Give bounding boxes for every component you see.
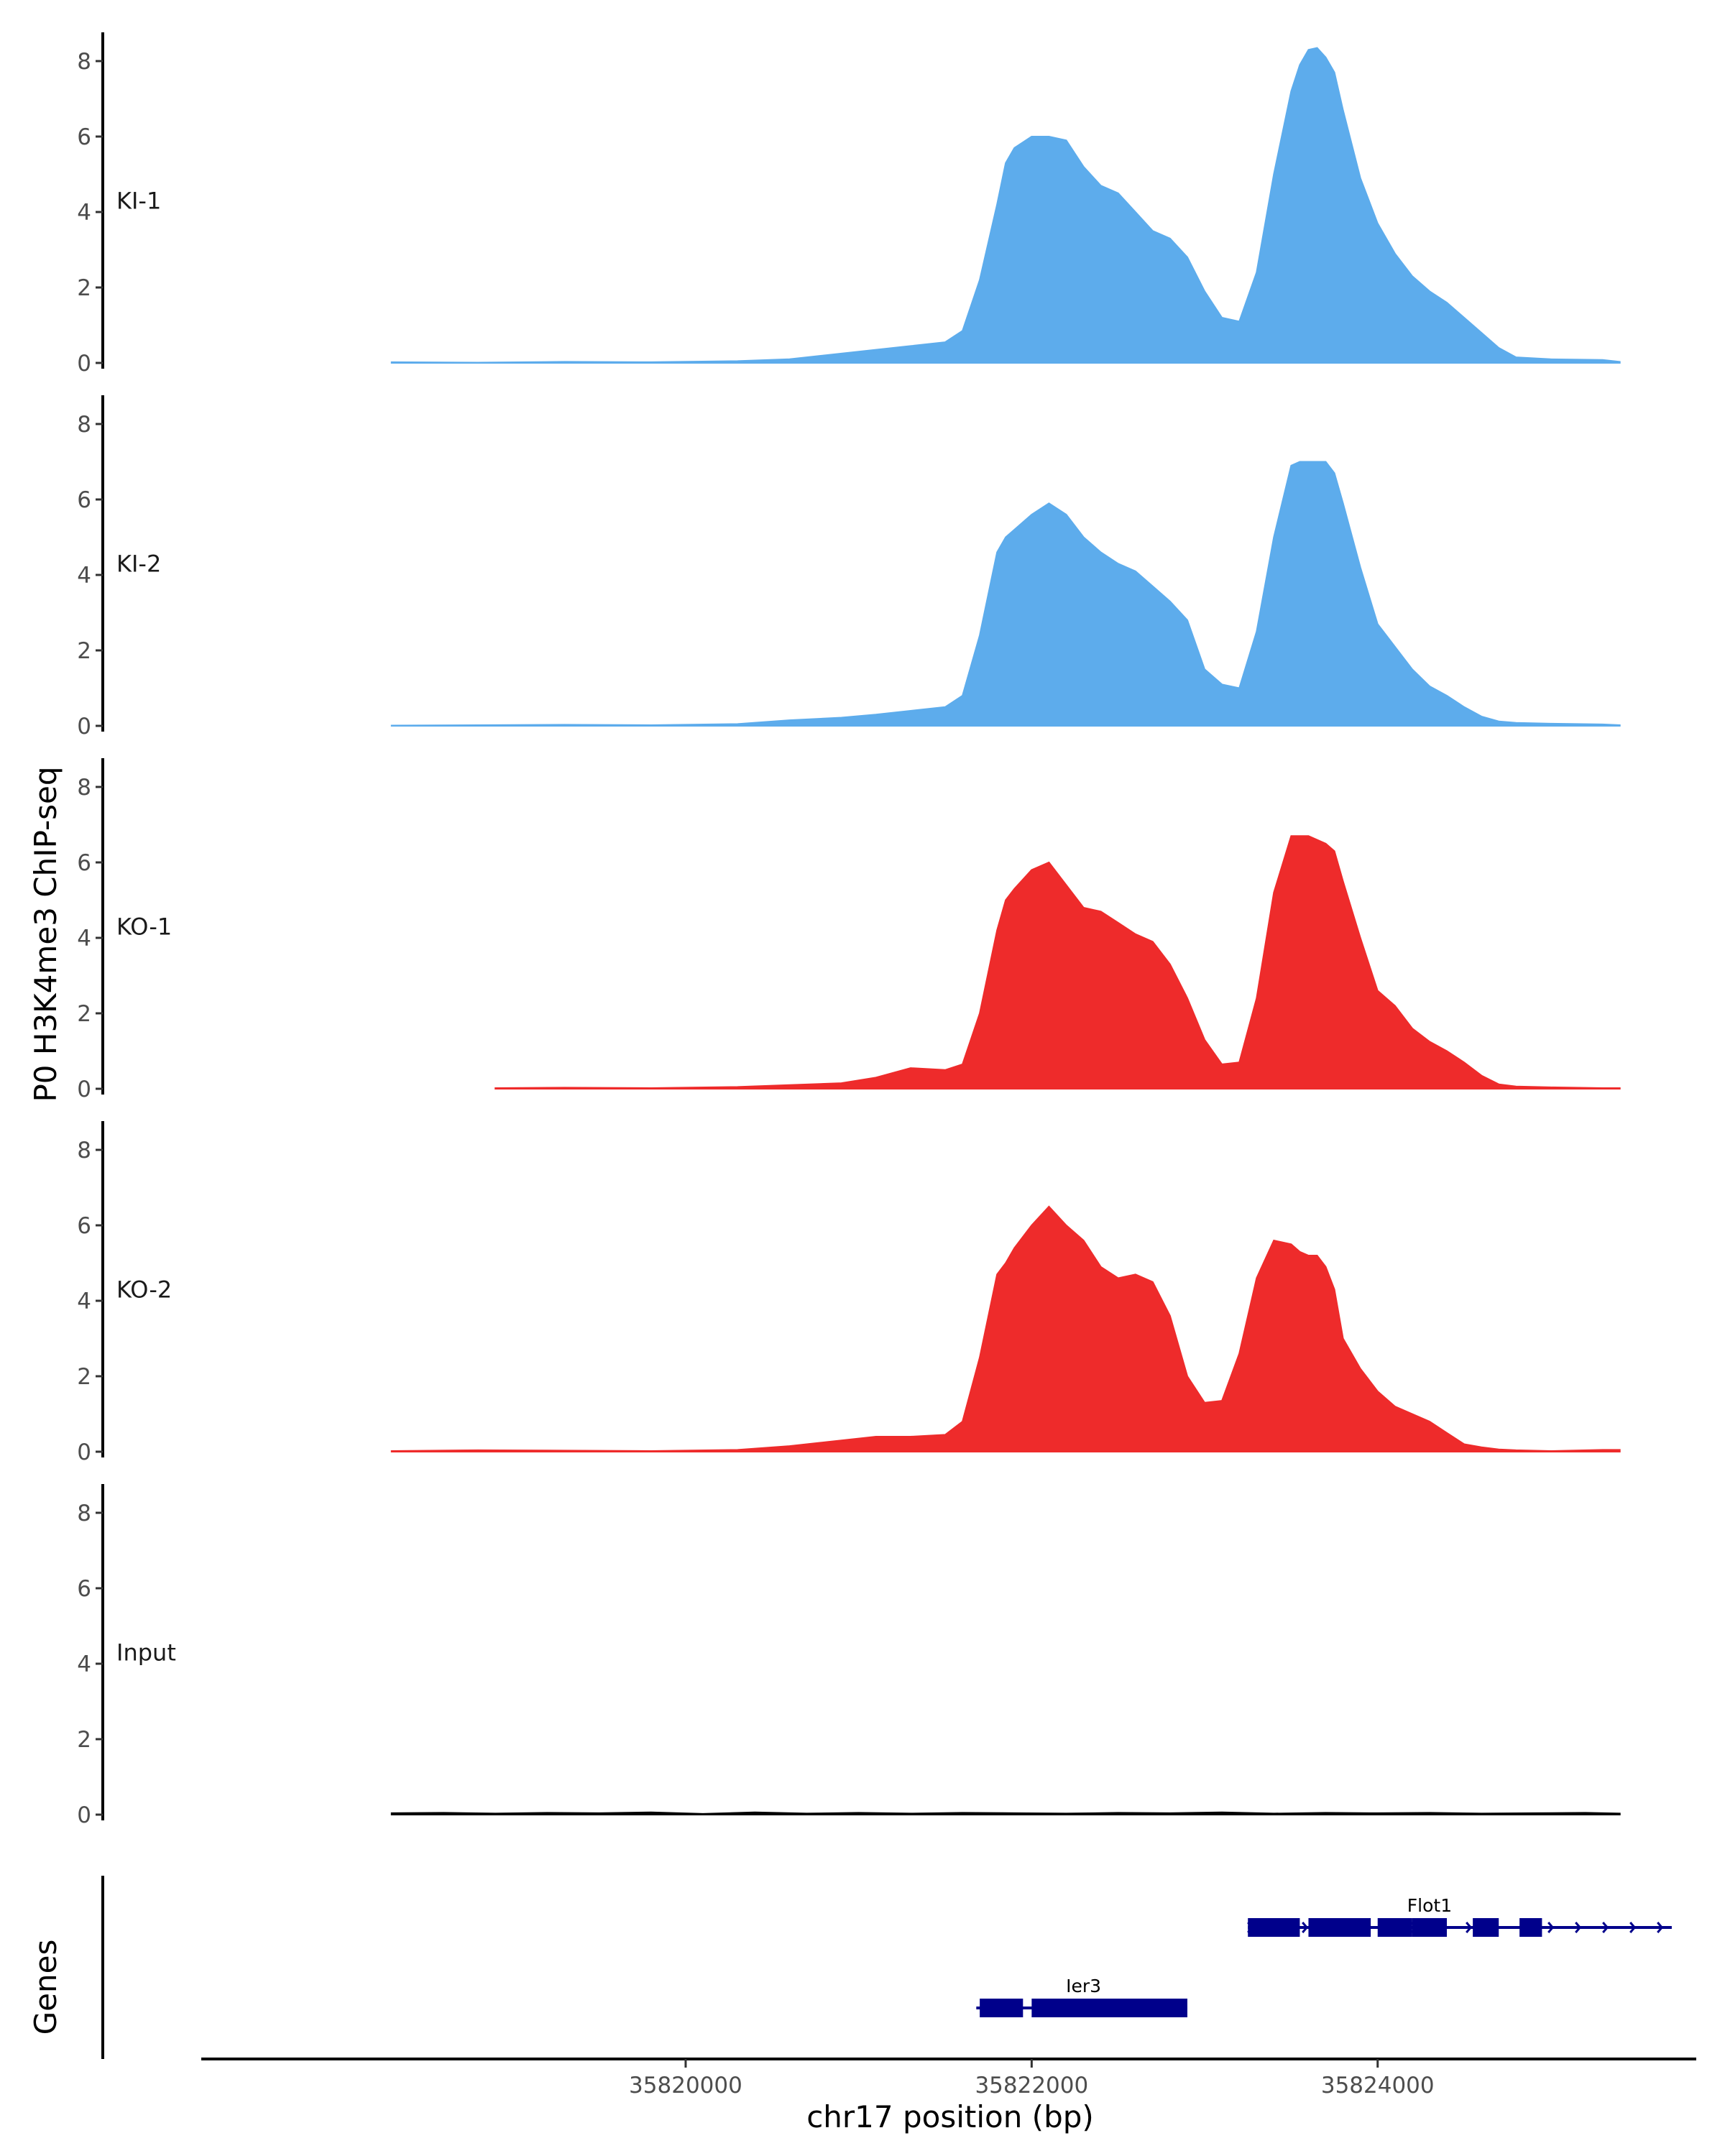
coverage-area-ki-2	[390, 461, 1621, 727]
y-tick-label-ko-2-2: 2	[77, 1364, 91, 1390]
exon-ier3-2	[1031, 1999, 1187, 2017]
exon-flot1-5	[1473, 1918, 1499, 1937]
strand-chevron-flot1	[1547, 1922, 1555, 1933]
strand-chevron-flot1	[1302, 1922, 1309, 1933]
x-tick-label-35822000: 35822000	[975, 2073, 1088, 2099]
coverage-area-ko-2	[390, 1205, 1621, 1452]
exon-flot1-3	[1377, 1918, 1412, 1937]
x-tick-label-35824000: 35824000	[1321, 2073, 1435, 2099]
strand-chevron-flot1	[1575, 1922, 1582, 1933]
gene-ier3: Ier3	[976, 1976, 1187, 2017]
y-tick-label-ko-1-0: 0	[77, 1077, 91, 1102]
strand-chevron-flot1	[1629, 1922, 1637, 1933]
gene-name-ier3: Ier3	[1066, 1976, 1101, 1996]
gene-flot1: Flot1	[1247, 1895, 1672, 1937]
x-tick-label-35820000: 35820000	[629, 2073, 742, 2099]
coverage-area-input	[390, 1811, 1621, 1815]
gene-name-flot1: Flot1	[1407, 1895, 1452, 1916]
track-ki-2: 0 2 4 6 8 KI-2	[77, 395, 1621, 740]
track-label-ki-1: KI-1	[116, 187, 161, 214]
track-label-input: Input	[116, 1639, 176, 1666]
y-tick-label-ko-2-8: 8	[77, 1138, 91, 1164]
track-ko-1: 0 2 4 6 8 KO-1	[77, 758, 1621, 1102]
strand-chevron-flot1	[1657, 1922, 1664, 1933]
x-axis-title: chr17 position (bp)	[806, 2099, 1094, 2134]
strand-chevron-flot1	[1466, 1922, 1473, 1933]
y-tick-label-ki-1-4: 4	[77, 200, 91, 226]
x-axis: 35820000 35822000 35824000	[201, 2058, 1696, 2099]
coverage-area-ki-1	[390, 47, 1621, 364]
y-tick-label-ko-1-8: 8	[77, 775, 91, 801]
y-tick-label-ki-2-0: 0	[77, 714, 91, 740]
genes-axis-title: Genes	[28, 1940, 63, 2035]
y-tick-label-ki-1-8: 8	[77, 49, 91, 75]
y-tick-label-input-2: 2	[77, 1727, 91, 1753]
track-label-ko-1: KO-1	[116, 913, 172, 940]
track-label-ki-2: KI-2	[116, 550, 161, 577]
exon-flot1-6	[1519, 1918, 1542, 1937]
y-axis-title: P0 H3K4me3 ChIP-seq	[28, 766, 63, 1102]
strand-chevron-flot1	[1602, 1922, 1609, 1933]
y-tick-label-input-4: 4	[77, 1651, 91, 1677]
y-tick-label-ki-2-8: 8	[77, 412, 91, 438]
tracks-layer: 0 2 4 6 8 KI-1 0 2 4 6 8 KI-2 0 2 4 6 8 KO-1 0 2 4 6 8 KO-2 0 2 4 6…	[77, 32, 1621, 1828]
track-ki-1: 0 2 4 6 8 KI-1	[77, 32, 1621, 377]
exon-flot1-4	[1412, 1918, 1448, 1937]
coverage-area-ko-1	[494, 835, 1621, 1089]
y-tick-label-ki-1-2: 2	[77, 275, 91, 301]
y-tick-label-input-8: 8	[77, 1501, 91, 1526]
y-tick-label-ko-2-0: 0	[77, 1439, 91, 1465]
exon-ier3-1	[980, 1999, 1024, 2017]
y-tick-label-ki-2-6: 6	[77, 487, 91, 513]
y-tick-label-input-0: 0	[77, 1802, 91, 1828]
y-tick-label-ko-1-6: 6	[77, 850, 91, 876]
y-tick-label-ki-2-4: 4	[77, 563, 91, 589]
y-tick-label-ki-2-2: 2	[77, 638, 91, 664]
track-label-ko-2: KO-2	[116, 1276, 172, 1303]
track-ko-2: 0 2 4 6 8 KO-2	[77, 1121, 1621, 1465]
y-tick-label-ko-1-4: 4	[77, 926, 91, 952]
exon-flot1-2	[1308, 1918, 1371, 1937]
y-tick-label-input-6: 6	[77, 1576, 91, 1602]
y-tick-label-ko-2-6: 6	[77, 1213, 91, 1239]
y-tick-label-ki-1-0: 0	[77, 351, 91, 377]
track-input: 0 2 4 6 8 Input	[77, 1484, 1621, 1828]
y-tick-label-ko-1-2: 2	[77, 1001, 91, 1027]
y-tick-label-ko-2-4: 4	[77, 1289, 91, 1314]
y-tick-label-ki-1-6: 6	[77, 124, 91, 150]
genes-layer: Flot1 Ier3	[101, 1876, 1672, 2059]
exon-flot1-1	[1248, 1918, 1300, 1937]
